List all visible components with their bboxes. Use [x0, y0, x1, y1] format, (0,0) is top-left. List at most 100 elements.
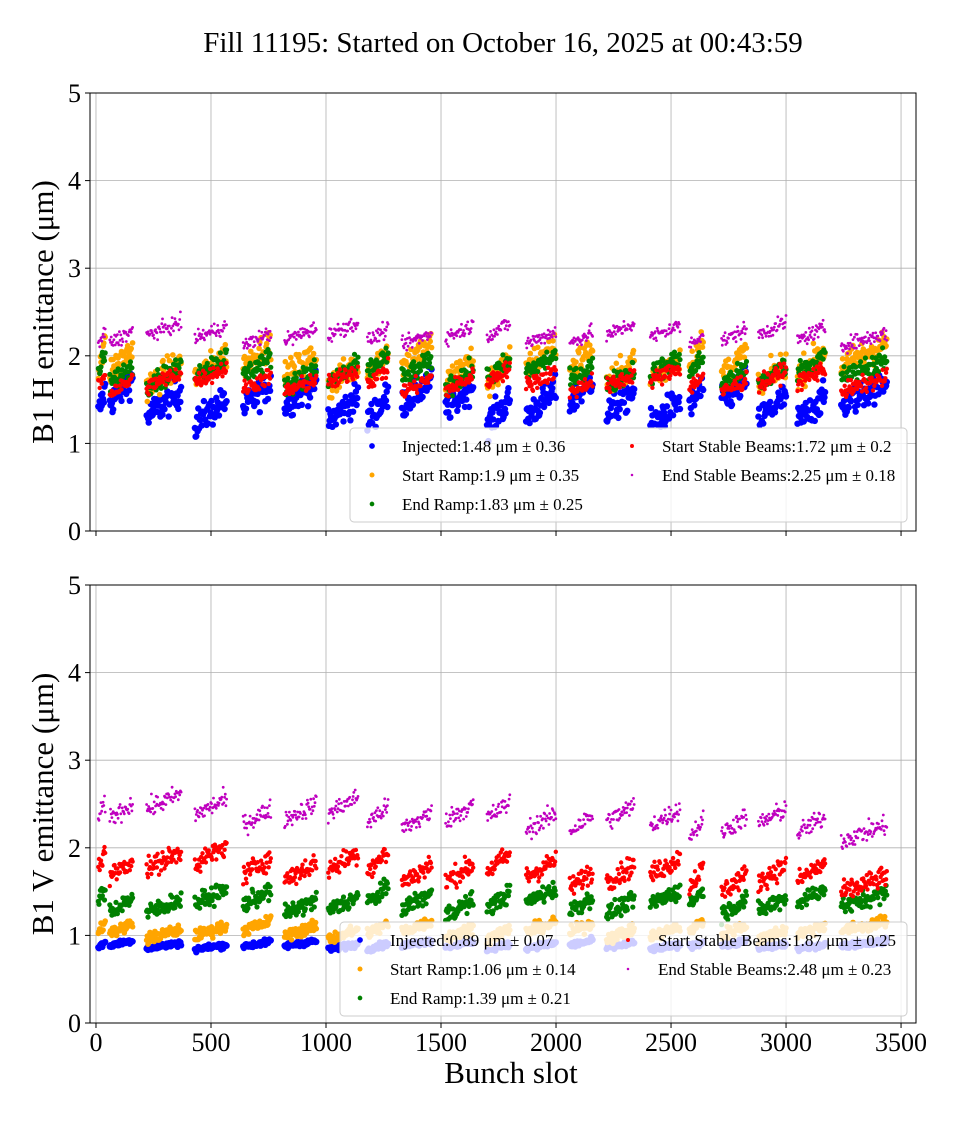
data-point [492, 393, 498, 399]
legend-item: End Stable Beams:2.25 μm ± 0.18 [631, 466, 896, 485]
data-point [823, 328, 826, 331]
data-point [98, 369, 103, 374]
legend-item: End Ramp:1.83 μm ± 0.25 [370, 495, 583, 514]
data-point [553, 348, 558, 353]
data-point [466, 321, 469, 324]
data-point [308, 336, 311, 339]
data-point [550, 338, 556, 344]
data-point [303, 334, 306, 337]
data-point [629, 373, 633, 377]
data-point [113, 338, 116, 341]
data-point [177, 399, 183, 405]
data-point [418, 384, 422, 388]
data-point [421, 339, 424, 342]
data-point [554, 335, 557, 338]
data-point [486, 367, 491, 372]
data-point [784, 365, 788, 369]
data-point [407, 345, 410, 348]
data-point [803, 335, 806, 338]
data-point [506, 328, 509, 331]
data-point [210, 421, 216, 427]
data-point [568, 396, 572, 400]
data-point [656, 327, 659, 330]
data-point [100, 927, 106, 933]
data-point [145, 399, 151, 405]
data-point [811, 330, 814, 333]
data-point [130, 340, 136, 346]
data-point [288, 355, 294, 361]
data-point [573, 359, 579, 365]
data-point [254, 399, 260, 405]
data-point [880, 384, 884, 388]
data-point [700, 360, 705, 365]
data-point [744, 332, 747, 335]
data-point [147, 330, 150, 333]
data-point [179, 371, 183, 375]
data-point [350, 409, 356, 415]
data-point [766, 325, 769, 328]
data-point [617, 406, 623, 412]
legend-marker [630, 444, 634, 448]
data-point [354, 395, 360, 401]
data-point [677, 352, 682, 357]
data-point [622, 383, 626, 387]
data-point [248, 363, 253, 368]
data-point [172, 330, 175, 333]
data-point [608, 390, 612, 394]
data-point [744, 381, 748, 385]
data-point [299, 402, 305, 408]
data-point [329, 337, 332, 340]
data-point [119, 387, 123, 391]
data-point [171, 316, 174, 319]
data-point [885, 367, 889, 371]
data-point [130, 924, 136, 930]
data-point [507, 344, 513, 350]
data-point [166, 413, 172, 419]
chart-title: Fill 11195: Started on October 16, 2025 … [203, 27, 803, 59]
data-point [501, 379, 505, 383]
data-point [488, 336, 491, 339]
data-point [701, 372, 705, 376]
data-point [849, 378, 853, 382]
data-point [169, 334, 172, 337]
data-point [795, 389, 799, 393]
data-point [268, 937, 274, 943]
data-point [613, 330, 616, 333]
data-point [211, 366, 215, 370]
data-point [496, 333, 499, 336]
data-point [305, 403, 311, 409]
data-point [205, 361, 210, 366]
data-point [702, 334, 705, 337]
data-point [426, 381, 430, 385]
data-point [776, 329, 779, 332]
data-point [722, 335, 725, 338]
data-point [254, 344, 257, 347]
data-point [822, 389, 828, 395]
data-point [631, 386, 637, 392]
data-point [700, 344, 706, 350]
data-point [340, 418, 346, 424]
data-point [848, 398, 854, 404]
data-point [387, 323, 390, 326]
data-point [471, 370, 475, 374]
data-point [845, 347, 848, 350]
data-point [812, 418, 818, 424]
data-point [727, 337, 730, 340]
data-point [783, 393, 789, 399]
data-point [98, 386, 102, 390]
data-point [384, 376, 388, 380]
data-point [127, 398, 133, 404]
data-point [505, 385, 511, 391]
data-point [871, 388, 875, 392]
data-point [258, 330, 261, 333]
data-point [880, 345, 885, 350]
y-tick-label: 1 [68, 429, 81, 458]
data-point [385, 384, 391, 390]
data-point [633, 323, 636, 326]
data-point [453, 337, 456, 340]
data-point [178, 318, 181, 321]
data-point [350, 326, 353, 329]
data-point [257, 338, 260, 341]
data-point [807, 378, 811, 382]
